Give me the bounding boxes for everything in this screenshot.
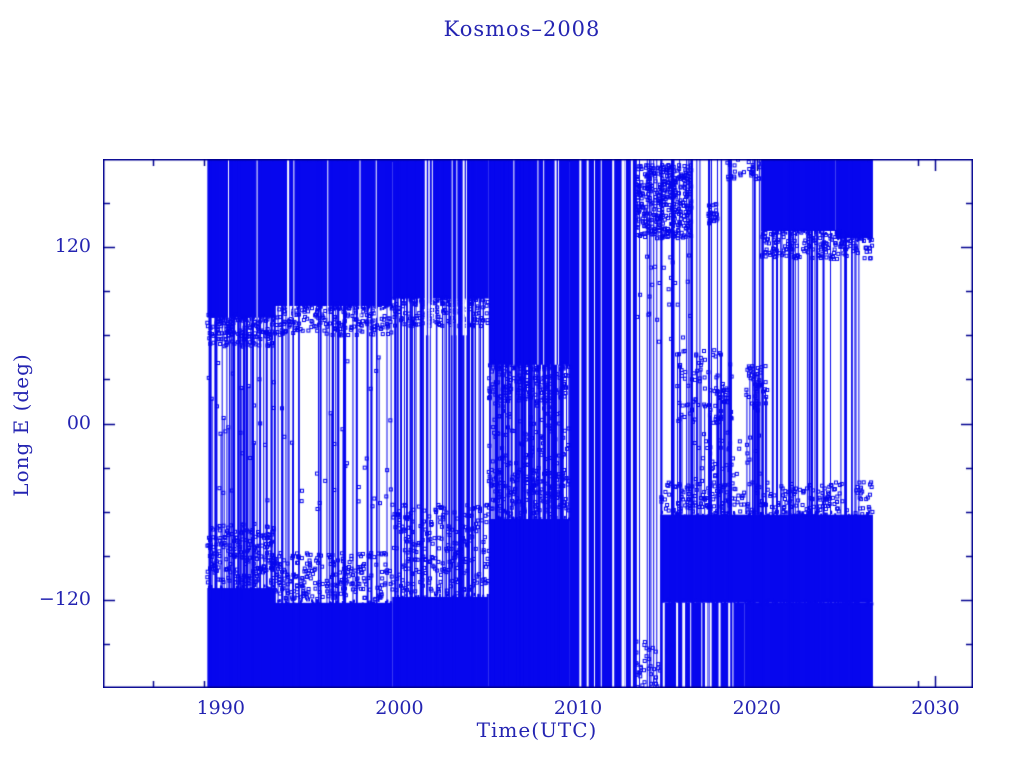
chart-title: Kosmos–2008: [443, 17, 601, 41]
x-tick-label: 2010: [553, 697, 603, 719]
y-tick-label: −120: [38, 587, 91, 610]
x-axis-label: Time(UTC): [476, 718, 598, 742]
x-tick-label: 2020: [732, 697, 781, 719]
plot-canvas: [103, 159, 973, 688]
y-tick-label: 00: [66, 411, 91, 434]
x-tick-label: 1990: [196, 697, 245, 719]
x-tick-label: 2000: [375, 697, 424, 719]
x-tick-label: 2030: [911, 697, 960, 719]
y-tick-label: 120: [54, 235, 91, 258]
